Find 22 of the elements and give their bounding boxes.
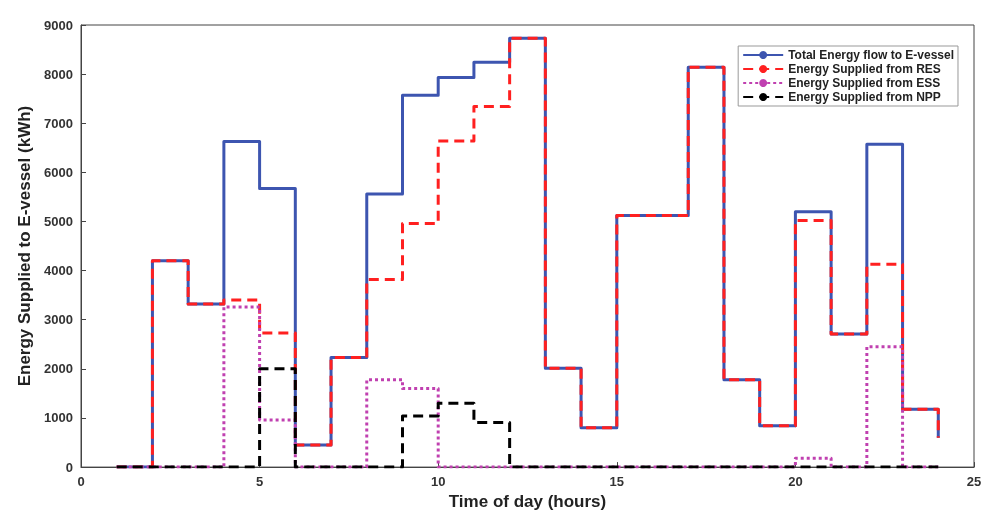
y-tick-label: 3000 [44,312,73,328]
y-tick-label: 4000 [44,263,73,279]
legend-label: Energy Supplied from NPP [788,90,941,104]
x-tick-label: 20 [788,474,803,490]
y-tick-label: 7000 [44,115,73,131]
x-axis-title: Time of day (hours) [448,492,607,511]
x-tick-label: 15 [609,474,625,490]
y-axis-title: Energy Supplied to E-vessel (kWh) [15,105,34,387]
legend-label: Energy Supplied from RES [788,62,941,76]
legend-label: Total Energy flow to E-vessel [788,48,955,62]
x-tick-label: 10 [430,474,446,490]
y-tick-label: 1000 [44,410,73,426]
y-tick-label: 9000 [44,17,73,33]
y-tick-label: 6000 [44,164,73,180]
x-tick-label: 0 [77,474,85,490]
y-tick-label: 5000 [44,213,73,229]
x-tick-label: 25 [966,474,982,490]
y-tick-label: 2000 [44,361,73,377]
y-tick-label: 0 [65,459,73,475]
x-tick-label: 5 [255,474,264,490]
legend-label: Energy Supplied from ESS [788,76,941,90]
y-tick-label: 8000 [44,66,73,82]
